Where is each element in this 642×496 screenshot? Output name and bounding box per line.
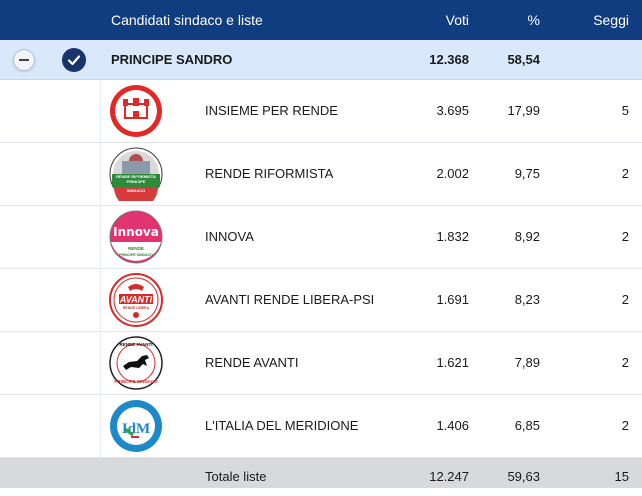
list-votes: 1.691 xyxy=(436,292,469,307)
logo-text-rende-libera: RENDE LIBERA xyxy=(123,306,150,310)
list-seats: 5 xyxy=(621,103,629,118)
list-votes: 3.695 xyxy=(436,103,469,118)
list-seats: 2 xyxy=(621,292,629,307)
list-name: INNOVA xyxy=(205,229,254,244)
list-row: Innova RENDE PRINCIPE SINDACO INNOVA 1.8… xyxy=(0,206,642,269)
list-row: RENDE RIFORMISTA PRINCIPE SINDACO RENDE … xyxy=(0,143,642,206)
logo-text-avanti: AVANTI xyxy=(119,295,153,305)
list-percent: 8,92 xyxy=(514,229,540,244)
list-row: AVANTI RENDE LIBERA AVANTI RENDE LIBERA-… xyxy=(0,269,642,332)
candidate-votes: 12.368 xyxy=(429,52,469,67)
list-seats: 2 xyxy=(621,166,629,181)
candidate-name: PRINCIPE SANDRO xyxy=(111,52,233,67)
minus-icon xyxy=(19,59,29,61)
list-seats: 2 xyxy=(621,355,629,370)
candidate-percent: 58,54 xyxy=(507,52,540,67)
column-divider xyxy=(100,332,101,394)
list-seats: 2 xyxy=(621,418,629,433)
list-row: RENDE AVANTI PRINCIPE SINDACO RENDE AVAN… xyxy=(0,332,642,395)
total-votes: 12.247 xyxy=(429,469,469,484)
list-name: RENDE RIFORMISTA xyxy=(205,166,334,181)
logo-text-rende: RENDE xyxy=(128,246,144,251)
insieme-per-rende-logo-icon xyxy=(110,85,162,137)
header-candidates-label: Candidati sindaco e liste xyxy=(111,12,263,28)
list-seats: 2 xyxy=(621,229,629,244)
list-row: INSIEME PER RENDE 3.695 17,99 5 xyxy=(0,80,642,143)
checkmark-icon xyxy=(62,48,86,72)
total-percent: 59,63 xyxy=(507,469,540,484)
column-divider xyxy=(100,80,101,142)
collapse-button[interactable] xyxy=(13,49,35,71)
logo-text-line-3: SINDACO xyxy=(127,188,145,193)
innova-logo-icon: Innova RENDE PRINCIPE SINDACO xyxy=(109,210,163,264)
logo-text-innova: Innova xyxy=(113,225,159,239)
list-percent: 7,89 xyxy=(514,355,540,370)
logo-text-line-1: RENDE RIFORMISTA xyxy=(116,174,156,179)
table-header: Candidati sindaco e liste Voti % Seggi xyxy=(0,0,642,40)
list-name: RENDE AVANTI xyxy=(205,355,299,370)
list-votes: 1.406 xyxy=(436,418,469,433)
list-name: L'ITALIA DEL MERIDIONE xyxy=(205,418,359,433)
rende-riformista-logo-icon: RENDE RIFORMISTA PRINCIPE SINDACO xyxy=(109,147,163,201)
list-votes: 2.002 xyxy=(436,166,469,181)
list-votes: 1.832 xyxy=(436,229,469,244)
column-divider xyxy=(100,269,101,331)
total-label: Totale liste xyxy=(205,469,267,484)
logo-text-sindaco: PRINCIPE SINDACO xyxy=(119,253,153,257)
list-name: AVANTI RENDE LIBERA-PSI xyxy=(205,292,375,307)
candidate-row[interactable]: PRINCIPE SANDRO 12.368 58,54 xyxy=(0,40,642,80)
column-divider xyxy=(100,143,101,205)
list-percent: 8,23 xyxy=(514,292,540,307)
logo-text-rende-avanti: RENDE AVANTI xyxy=(120,342,153,347)
column-divider xyxy=(100,395,101,457)
header-seats-label: Seggi xyxy=(593,12,629,28)
list-percent: 6,85 xyxy=(514,418,540,433)
list-percent: 17,99 xyxy=(507,103,540,118)
logo-text-principe-sindaco: PRINCIPE SINDACO xyxy=(114,379,158,384)
rende-avanti-logo-icon: RENDE AVANTI PRINCIPE SINDACO xyxy=(109,336,163,390)
header-percent-label: % xyxy=(527,12,540,28)
italia-del-meridione-logo-icon: IdM xyxy=(110,400,162,452)
header-votes-label: Voti xyxy=(445,12,469,28)
total-seats: 15 xyxy=(614,469,629,484)
logo-text-line-2: PRINCIPE xyxy=(127,179,146,184)
column-divider xyxy=(100,206,101,268)
avanti-rende-libera-psi-logo-icon: AVANTI RENDE LIBERA xyxy=(109,273,163,327)
list-percent: 9,75 xyxy=(514,166,540,181)
list-name: INSIEME PER RENDE xyxy=(205,103,338,118)
list-votes: 1.621 xyxy=(436,355,469,370)
total-row: Totale liste 12.247 59,63 15 xyxy=(0,458,642,488)
list-row: IdM L'ITALIA DEL MERIDIONE 1.406 6,85 2 xyxy=(0,395,642,458)
